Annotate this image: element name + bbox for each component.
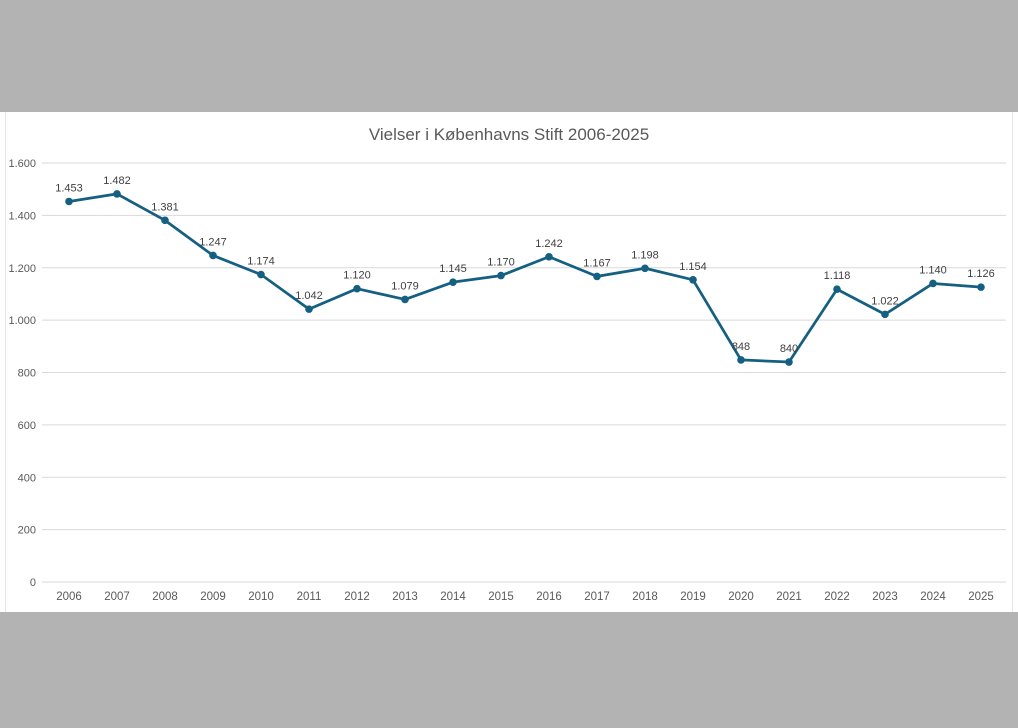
- x-axis-tick: 2025: [968, 591, 994, 603]
- data-label: 1.140: [919, 264, 947, 276]
- series-line: [67, 192, 983, 364]
- x-axis-tick: 2023: [872, 591, 898, 603]
- x-axis-tick: 2012: [344, 591, 370, 603]
- x-axis-tick: 2017: [584, 591, 610, 603]
- x-axis-tick: 2018: [632, 591, 658, 603]
- x-axis-tick: 2019: [680, 591, 706, 603]
- x-axis-tick: 2013: [392, 591, 418, 603]
- chart-title: Vielser i Københavns Stift 2006-2025: [368, 125, 650, 144]
- line-chart[interactable]: 0 200 400 600 800 1.000 1.200 1.400 1.600 2006 200…: [0, 112, 1018, 612]
- x-axis-tick: 2022: [824, 591, 850, 603]
- data-label: 1.174: [247, 256, 275, 268]
- data-label: 1.118: [824, 270, 851, 282]
- data-label: 1.154: [679, 261, 707, 273]
- data-point: [737, 356, 745, 364]
- y-axis-tick: 1.000: [8, 315, 36, 327]
- data-label: 1.042: [295, 290, 323, 302]
- data-point: [449, 278, 457, 286]
- data-label: 1.453: [55, 182, 83, 194]
- y-axis-tick: 400: [18, 472, 36, 484]
- data-point: [401, 295, 409, 304]
- data-point: [209, 251, 217, 260]
- y-axis-tick: 1.600: [8, 158, 36, 170]
- data-point: [977, 283, 985, 291]
- data-point: [929, 279, 937, 288]
- data-label: 1.022: [871, 295, 899, 307]
- x-axis-tick: 2008: [152, 591, 178, 603]
- data-point: [593, 272, 601, 281]
- data-label: 1.120: [343, 270, 371, 282]
- data-label: 1.242: [535, 238, 563, 250]
- chart-panel: Vielser i Københavns Stift 2006-2025 0 20…: [0, 112, 1018, 612]
- y-axis-tick: 800: [18, 368, 36, 380]
- data-label: 848: [732, 341, 750, 353]
- x-axis-tick: 2016: [536, 591, 562, 603]
- data-point: [641, 264, 649, 273]
- data-point: [881, 310, 889, 319]
- x-axis-tick: 2015: [488, 591, 514, 603]
- data-label: 1.167: [583, 257, 611, 269]
- x-axis-tick: 2020: [728, 591, 754, 603]
- x-axis-tick: 2006: [56, 591, 82, 603]
- data-label: 1.126: [967, 268, 995, 280]
- y-axis-tick: 1.400: [8, 210, 36, 222]
- data-point: [689, 275, 697, 284]
- data-label: 840: [780, 343, 798, 355]
- y-axis-tick: 1.200: [8, 263, 36, 275]
- y-axis-tick: 0: [30, 577, 36, 589]
- data-label: 1.381: [151, 201, 179, 213]
- y-axis-tick: 600: [18, 420, 36, 432]
- data-label: 1.247: [199, 236, 227, 248]
- data-point: [305, 305, 313, 313]
- x-axis-tick: 2010: [248, 591, 274, 603]
- data-point: [113, 190, 121, 198]
- data-point: [545, 252, 553, 261]
- data-label: 1.079: [391, 280, 419, 292]
- x-axis-tick: 2024: [920, 591, 946, 603]
- x-axis-tick: 2014: [440, 591, 466, 603]
- data-label: 1.170: [487, 257, 515, 269]
- data-point: [65, 197, 73, 206]
- x-axis-tick: 2011: [297, 591, 322, 603]
- data-label: 1.198: [631, 249, 659, 261]
- data-point: [353, 284, 361, 293]
- x-axis-tick: 2009: [200, 591, 226, 603]
- y-axis-tick: 200: [18, 525, 36, 537]
- data-label: 1.482: [103, 175, 131, 187]
- x-axis-tick: 2021: [776, 591, 802, 603]
- data-point: [785, 358, 793, 366]
- data-point: [161, 216, 169, 225]
- data-point: [497, 271, 505, 280]
- data-point: [257, 270, 265, 279]
- chart-frame: Vielser i Københavns Stift 2006-2025: [5, 112, 1013, 612]
- data-point: [833, 285, 841, 294]
- data-label: 1.145: [439, 263, 467, 275]
- x-axis-tick: 2007: [104, 591, 130, 603]
